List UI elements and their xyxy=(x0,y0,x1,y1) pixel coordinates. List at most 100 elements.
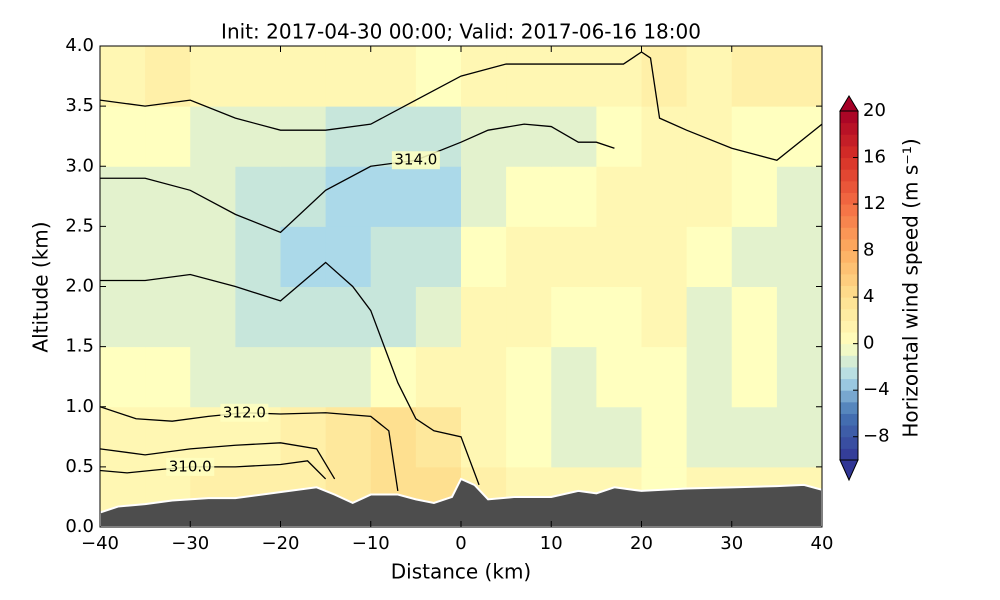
contour-label-bg xyxy=(220,403,269,422)
field-cell xyxy=(145,106,191,167)
field-cell xyxy=(415,166,462,227)
colorbar-segment xyxy=(840,122,858,135)
y-tick-label: 4.0 xyxy=(65,35,94,56)
field-cell xyxy=(776,406,822,468)
colorbar-segment xyxy=(840,320,858,333)
colorbar-segment xyxy=(840,157,858,170)
chart-title: Init: 2017-04-30 00:00; Valid: 2017-06-1… xyxy=(221,20,701,44)
field-cell xyxy=(686,226,733,287)
colorbar-segment xyxy=(840,169,858,182)
field-cell xyxy=(190,286,236,348)
field-cell xyxy=(461,106,507,167)
colorbar-tick-label: 16 xyxy=(863,147,886,168)
field-cell xyxy=(596,166,642,227)
y-tick-label: 1.5 xyxy=(65,336,94,357)
colorbar-segment xyxy=(840,238,858,252)
field-cell xyxy=(190,106,236,167)
field-cell xyxy=(415,406,462,468)
contour-label: 310.0 xyxy=(169,457,212,475)
field-cell xyxy=(415,226,462,287)
colorbar-segment xyxy=(840,425,858,438)
field-cell xyxy=(731,286,778,348)
plot-area: 310.0 312.0 314.0 xyxy=(100,46,822,527)
field-cell xyxy=(731,346,778,408)
field-cell xyxy=(280,106,327,167)
field-cell xyxy=(731,46,778,107)
colorbar-segment xyxy=(840,145,858,159)
colorbar-segment xyxy=(840,180,858,193)
field-cell xyxy=(731,406,778,468)
colorbar-segment xyxy=(840,390,858,403)
field-cell xyxy=(596,106,642,167)
colorbar-segment xyxy=(840,366,858,380)
field-cell xyxy=(145,286,191,348)
field-cell xyxy=(686,346,733,408)
field-cell xyxy=(100,406,146,468)
field-cell xyxy=(325,46,372,107)
contour-label-bg xyxy=(391,151,440,170)
field-cell xyxy=(415,286,462,348)
x-tick-label: −10 xyxy=(352,533,390,554)
field-cell xyxy=(461,406,507,468)
field-cell xyxy=(641,46,688,107)
field-cell xyxy=(596,406,642,468)
y-tick-label: 3.5 xyxy=(65,95,94,116)
field-cell xyxy=(415,346,462,408)
field-cell xyxy=(461,286,507,348)
x-tick-label: −40 xyxy=(81,533,119,554)
field-cell xyxy=(370,46,417,107)
field-cell xyxy=(370,286,417,348)
contour-label-bg xyxy=(166,457,215,476)
colorbar-tick-label: −4 xyxy=(863,379,890,400)
colorbar-segment xyxy=(840,436,858,449)
field-cell xyxy=(100,346,146,408)
x-tick-label: 0 xyxy=(455,533,466,554)
field-cell xyxy=(145,46,191,107)
field-cell xyxy=(100,106,146,167)
field-cell xyxy=(190,226,236,287)
field-cell xyxy=(641,106,688,167)
contour-line xyxy=(100,261,480,486)
field-cell xyxy=(235,106,281,167)
field-cell xyxy=(370,406,417,468)
colorbar-tick-label: 0 xyxy=(863,333,874,354)
field-cell xyxy=(686,46,733,107)
field-cell xyxy=(506,286,552,348)
field-cell xyxy=(731,166,778,227)
field-cell xyxy=(190,346,236,408)
field-cell xyxy=(325,166,372,227)
field-cell xyxy=(235,226,281,287)
y-tick-label: 0.5 xyxy=(65,456,94,477)
contour-line xyxy=(100,51,822,161)
field-cell xyxy=(596,346,642,408)
field-cell xyxy=(280,286,327,348)
field-cell xyxy=(641,346,688,408)
contour-label: 314.0 xyxy=(394,151,437,169)
field-cell xyxy=(686,286,733,348)
field-cell xyxy=(776,286,822,348)
contour-label: 312.0 xyxy=(223,403,266,421)
field-cell xyxy=(551,286,597,348)
field-cell xyxy=(596,226,642,287)
contour-line xyxy=(100,442,336,480)
colorbar-segment xyxy=(840,215,858,228)
field-cell xyxy=(325,226,372,287)
field-cell xyxy=(280,346,327,408)
field-cell xyxy=(776,46,822,107)
field-cell xyxy=(776,346,822,408)
field-cell xyxy=(415,46,462,107)
field-cell xyxy=(235,46,281,107)
field-cell xyxy=(100,226,146,287)
colorbar-frame xyxy=(839,110,859,461)
field-cell xyxy=(370,346,417,408)
colorbar-segment xyxy=(840,250,858,263)
x-tick-label: 10 xyxy=(540,533,563,554)
x-axis-label: Distance (km) xyxy=(391,560,531,584)
y-tick-label: 3.0 xyxy=(65,155,94,176)
field-cell xyxy=(280,46,327,107)
field-cell xyxy=(551,406,597,468)
colorbar-segment xyxy=(840,308,858,321)
colorbar-segment xyxy=(840,204,858,217)
y-axis-label: Altitude (km) xyxy=(29,221,53,352)
